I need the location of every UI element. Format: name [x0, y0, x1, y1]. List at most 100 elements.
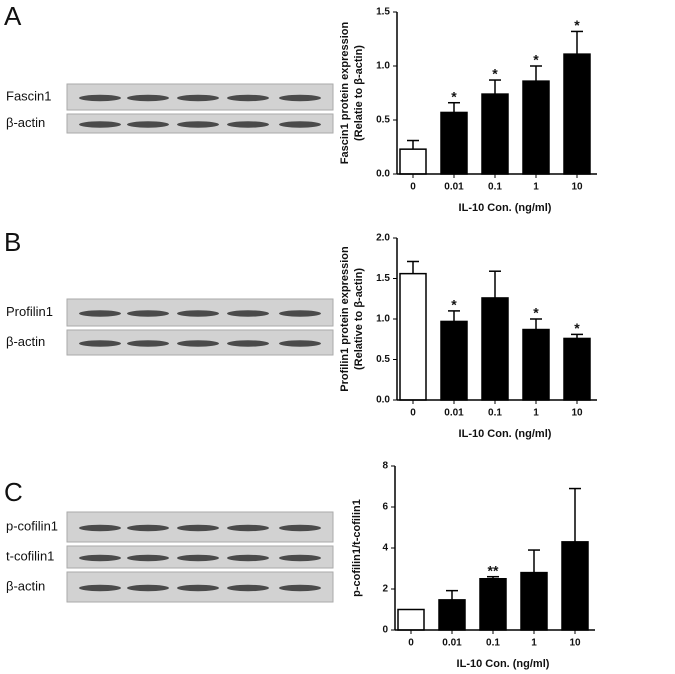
- panel-letter: C: [4, 477, 23, 507]
- blot-band: [79, 554, 121, 562]
- significance: *: [492, 66, 498, 82]
- x-tick-label: 0.1: [488, 408, 502, 419]
- y-axis-label: Profilin1 protein expression: [339, 246, 351, 392]
- blot-band: [79, 94, 121, 102]
- blot-band: [227, 121, 269, 128]
- blot-label: β-actin: [6, 578, 45, 593]
- blot-band: [279, 121, 321, 128]
- blot-band: [227, 584, 269, 592]
- blot-band: [227, 554, 269, 562]
- blot-band: [177, 121, 219, 128]
- blot-label: p-cofilin1: [6, 518, 58, 533]
- blot-band: [79, 340, 121, 347]
- blot-band: [127, 121, 169, 128]
- blot-band: [177, 94, 219, 102]
- y-tick-label: 0.5: [376, 354, 390, 365]
- blot-band: [177, 310, 219, 317]
- bar: [438, 599, 466, 631]
- blot-label: Fascin1: [6, 88, 52, 103]
- bar: [520, 571, 548, 631]
- y-tick-label: 1.5: [376, 273, 390, 284]
- blot-band: [177, 524, 219, 532]
- bar: [481, 93, 509, 175]
- y-axis-label: (Relatie to β-actin): [353, 45, 365, 141]
- x-tick-label: 1: [533, 408, 539, 419]
- x-tick-label: 0.01: [444, 408, 464, 419]
- blot-label: β-actin: [6, 115, 45, 130]
- y-tick-label: 1.5: [376, 7, 390, 18]
- blot-band: [227, 524, 269, 532]
- blot-label: t-cofilin1: [6, 548, 54, 563]
- blot-band: [127, 524, 169, 532]
- significance: *: [533, 52, 539, 68]
- x-tick-label: 0: [408, 638, 414, 649]
- blot-band: [227, 310, 269, 317]
- x-tick-label: 0: [410, 408, 416, 419]
- x-tick-label: 0.01: [444, 182, 464, 193]
- blot-band: [127, 554, 169, 562]
- x-axis-label: IL-10 Con. (ng/ml): [457, 658, 550, 670]
- bar: [563, 53, 591, 175]
- y-axis-label: (Relative to β-actin): [353, 268, 365, 370]
- x-axis-label: IL-10 Con. (ng/ml): [459, 428, 552, 440]
- blot-band: [279, 94, 321, 102]
- y-tick-label: 2.0: [376, 233, 390, 244]
- blot-band: [177, 554, 219, 562]
- y-tick-label: 0.5: [376, 115, 390, 126]
- x-tick-label: 0.1: [488, 182, 502, 193]
- bar: [440, 111, 468, 175]
- blot-band: [177, 340, 219, 347]
- blot-band: [79, 121, 121, 128]
- y-tick-label: 2: [382, 584, 388, 595]
- x-tick-label: 10: [571, 182, 583, 193]
- significance: *: [533, 305, 539, 321]
- x-tick-label: 0: [410, 182, 416, 193]
- panel-letter: A: [4, 1, 22, 31]
- bar: [479, 578, 507, 631]
- blot-label: Profilin1: [6, 304, 53, 319]
- y-tick-label: 1.0: [376, 61, 390, 72]
- blot-band: [279, 310, 321, 317]
- bar: [522, 80, 550, 175]
- x-axis-label: IL-10 Con. (ng/ml): [459, 202, 552, 214]
- bar: [563, 337, 591, 401]
- blot-band: [127, 310, 169, 317]
- blot-band: [127, 94, 169, 102]
- blot-band: [227, 340, 269, 347]
- significance: *: [451, 88, 457, 104]
- significance: **: [488, 562, 499, 578]
- y-tick-label: 4: [382, 543, 388, 554]
- panel-letter: B: [4, 227, 21, 257]
- x-tick-label: 10: [569, 638, 581, 649]
- bar: [399, 148, 427, 175]
- bar: [481, 297, 509, 401]
- x-tick-label: 0.01: [442, 638, 462, 649]
- x-tick-label: 1: [531, 638, 537, 649]
- x-tick-label: 1: [533, 182, 539, 193]
- blot-band: [79, 524, 121, 532]
- bar: [440, 320, 468, 401]
- blot-band: [279, 554, 321, 562]
- x-tick-label: 0.1: [486, 638, 500, 649]
- blot-band: [279, 524, 321, 532]
- significance: *: [574, 17, 580, 33]
- y-axis-label: p-cofilin1/t-cofilin1: [351, 499, 363, 597]
- blot-band: [279, 584, 321, 592]
- y-axis-label: Fascin1 protein expression: [339, 22, 351, 165]
- blot-band: [127, 340, 169, 347]
- x-tick-label: 10: [571, 408, 583, 419]
- y-tick-label: 1.0: [376, 314, 390, 325]
- y-tick-label: 8: [382, 461, 388, 472]
- blot-band: [79, 310, 121, 317]
- blot-band: [279, 340, 321, 347]
- blot-band: [227, 94, 269, 102]
- blot-label: β-actin: [6, 334, 45, 349]
- bar: [397, 608, 425, 631]
- bar: [522, 328, 550, 401]
- blot-band: [127, 584, 169, 592]
- bar: [561, 541, 589, 631]
- blot-band: [177, 584, 219, 592]
- y-tick-label: 6: [382, 502, 388, 513]
- y-tick-label: 0.0: [376, 395, 390, 406]
